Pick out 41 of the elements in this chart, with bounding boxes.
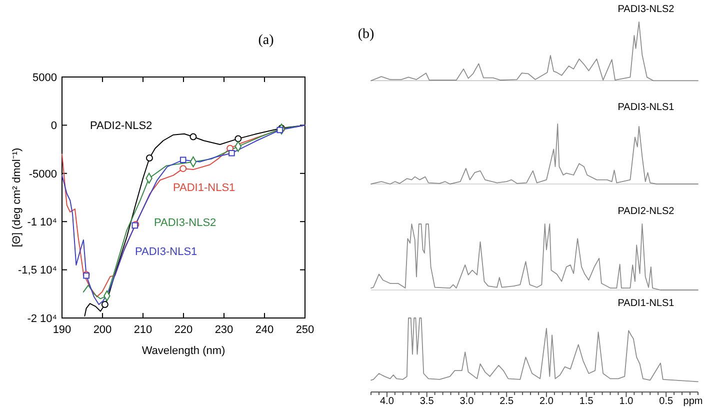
y-tick-label: -1,5 10⁴ [18, 264, 58, 277]
x-tick-label: 1.5 [579, 396, 594, 407]
point [146, 154, 153, 162]
x-tick-label: 190 [52, 324, 72, 336]
x-axis-title: Wavelength (nm) [142, 345, 226, 357]
point [190, 133, 197, 140]
x-tick-label: 3.0 [460, 396, 474, 407]
x-tick-label: 230 [214, 324, 234, 336]
x-tick-label: 250 [296, 324, 314, 336]
series-label: PADI2-NLS2 [90, 120, 152, 132]
chart-title: PADI2-NLS2 [618, 206, 675, 217]
x-tick-label: 220 [174, 324, 193, 336]
y-tick-label: -5000 [28, 168, 57, 180]
point [180, 165, 187, 172]
series-label: PADI3-NLS1 [135, 246, 198, 258]
point [234, 135, 242, 142]
x-axis-title: ppm [683, 396, 703, 407]
y-tick-label: -1 10⁴ [27, 216, 58, 228]
x-tick-label: 200 [93, 324, 112, 336]
y-tick-label: 5000 [32, 72, 57, 84]
series-label: PADI3-NLS2 [154, 217, 216, 229]
x-tick-label: 210 [134, 324, 152, 336]
y-tick-label: 0 [50, 120, 57, 132]
annotation: (b) [358, 27, 374, 42]
x-tick-label: 2.0 [540, 396, 554, 407]
x-tick-label: 3.5 [420, 396, 434, 407]
series-label: PADI1-NLS1 [173, 182, 236, 194]
chart-title: PADI3-NLS1 [618, 102, 675, 113]
x-tick-label: 240 [255, 324, 274, 336]
chart-title: PADI1-NLS1 [618, 298, 675, 309]
y-axis-title: [Θ] (deg cm² dmol⁻¹) [11, 148, 23, 248]
y-tick-label: -2 10⁴ [27, 312, 58, 325]
point [101, 301, 108, 308]
x-tick-label: 2.5 [500, 396, 514, 407]
x-tick-label: 0.5 [659, 396, 674, 407]
chart-title: PADI3-NLS2 [618, 4, 675, 15]
point [228, 150, 235, 156]
point [180, 156, 186, 164]
x-tick-label: 1.0 [619, 396, 634, 407]
chart-title: (a) [258, 33, 274, 48]
x-tick-label: 4.0 [380, 396, 394, 407]
